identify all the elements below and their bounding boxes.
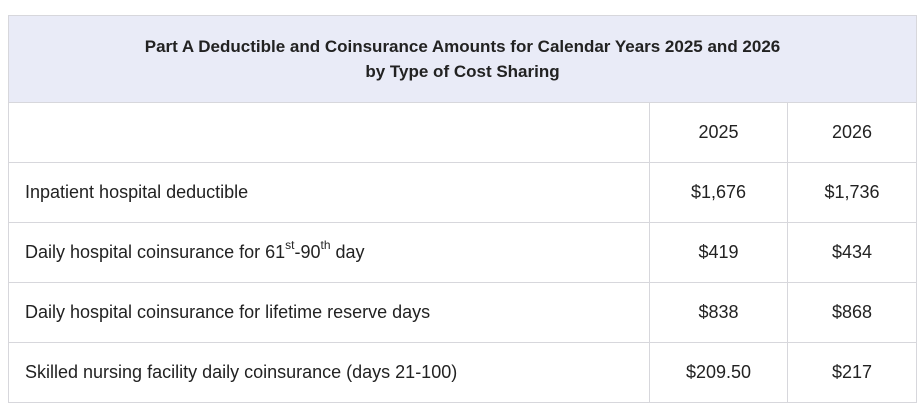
value-2025-daily-coinsurance-61-90: $419: [649, 222, 788, 283]
header-2025: 2025: [649, 102, 788, 163]
row-label-lifetime-reserve: Daily hospital coinsurance for lifetime …: [8, 282, 650, 343]
value-2026-lifetime-reserve: $868: [787, 282, 917, 343]
label-part: Daily hospital coinsurance for 61: [25, 242, 286, 262]
row-label-daily-coinsurance-61-90: Daily hospital coinsurance for 61st-90th…: [8, 222, 650, 283]
value-2026-snf-coinsurance: $217: [787, 342, 917, 403]
table-title-line-1: Part A Deductible and Coinsurance Amount…: [144, 37, 781, 56]
label-part: -90: [294, 242, 321, 262]
value-2026-inpatient-deductible: $1,736: [787, 162, 917, 223]
value-2026-daily-coinsurance-61-90: $434: [787, 222, 917, 283]
cost-sharing-table-container: Part A Deductible and Coinsurance Amount…: [8, 15, 917, 404]
table-row: Skilled nursing facility daily coinsuran…: [8, 342, 917, 403]
value-2025-snf-coinsurance: $209.50: [649, 342, 788, 403]
label-part: day: [330, 242, 365, 262]
header-blank-cell: [8, 102, 650, 163]
label-superscript: st: [285, 238, 295, 252]
table-row: Inpatient hospital deductible $1,676 $1,…: [8, 162, 917, 223]
value-2025-lifetime-reserve: $838: [649, 282, 788, 343]
table-row: Daily hospital coinsurance for lifetime …: [8, 282, 917, 343]
table-title-line-2: by Type of Cost Sharing: [365, 62, 560, 81]
cost-sharing-table: Part A Deductible and Coinsurance Amount…: [8, 15, 917, 403]
row-label-inpatient-deductible: Inpatient hospital deductible: [8, 162, 650, 223]
table-title: Part A Deductible and Coinsurance Amount…: [8, 15, 917, 103]
label-superscript: th: [320, 238, 331, 252]
header-2026: 2026: [787, 102, 917, 163]
table-row: Daily hospital coinsurance for 61st-90th…: [8, 222, 917, 283]
row-label-snf-coinsurance: Skilled nursing facility daily coinsuran…: [8, 342, 650, 403]
value-2025-inpatient-deductible: $1,676: [649, 162, 788, 223]
table-title-row: Part A Deductible and Coinsurance Amount…: [8, 15, 917, 103]
table-header-row: 2025 2026: [8, 102, 917, 163]
